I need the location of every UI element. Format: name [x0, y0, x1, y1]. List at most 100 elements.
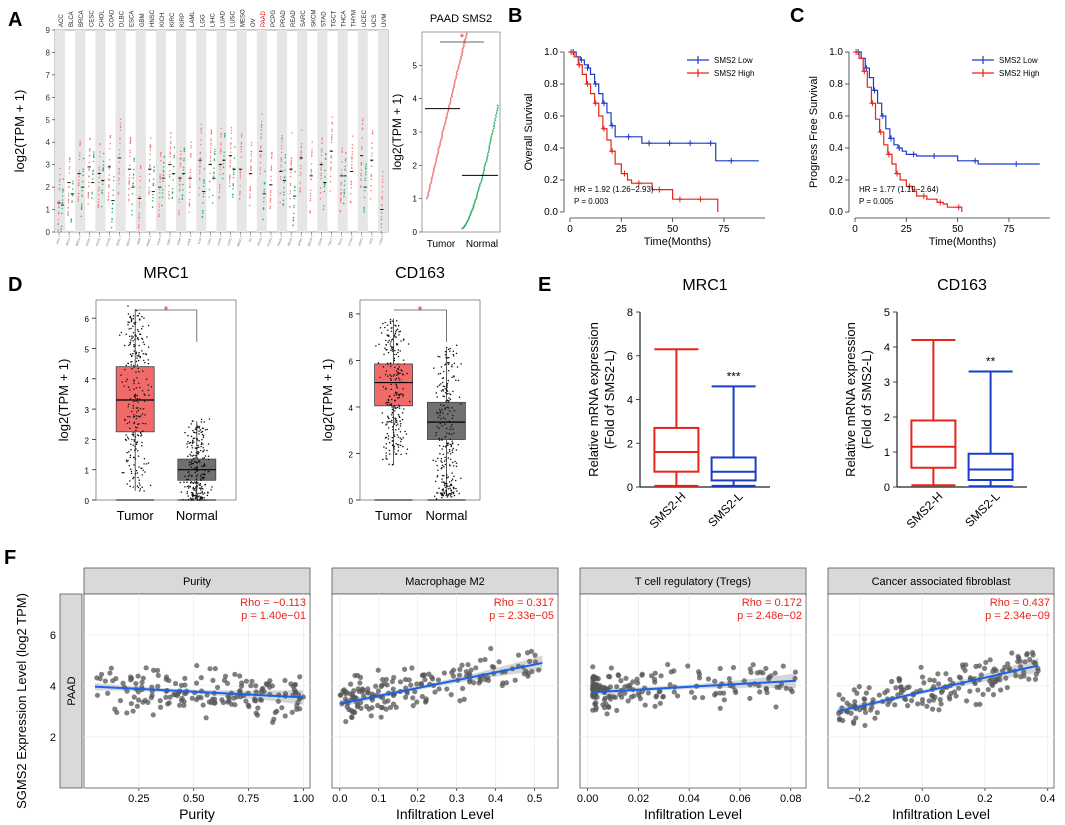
- data-point: [147, 324, 150, 327]
- data-point: [1004, 684, 1010, 691]
- data-point: [194, 471, 197, 474]
- data-point: [438, 408, 441, 411]
- data-point: [435, 431, 437, 434]
- box: [374, 363, 414, 407]
- data-point: [195, 429, 198, 431]
- tumor-point: [220, 142, 222, 144]
- y-tick-label: 5: [85, 345, 90, 354]
- normal-point: [232, 183, 234, 185]
- tumor-point: [311, 148, 313, 151]
- censor-mark: [910, 151, 917, 158]
- normal-point: [152, 196, 154, 199]
- censor-mark: [885, 151, 892, 158]
- tumor-point: [281, 141, 283, 143]
- normal-point: [81, 180, 84, 183]
- tumor-point: [340, 173, 343, 175]
- data-point: [198, 425, 201, 428]
- normal-point: [480, 179, 483, 182]
- data-point: [449, 450, 451, 453]
- rho-value: Rho = −0.113: [240, 597, 306, 609]
- data-point: [438, 444, 441, 447]
- data-point: [401, 418, 404, 421]
- data-point: [387, 704, 394, 711]
- normal-point: [111, 211, 113, 214]
- data-point: [186, 478, 188, 481]
- normal-point: [322, 208, 325, 211]
- y-tick-label: 4: [50, 681, 56, 693]
- data-point: [618, 678, 624, 684]
- data-point: [196, 470, 198, 472]
- tumor-point: [220, 147, 222, 150]
- tumor-point: [119, 118, 122, 121]
- data-point: [124, 688, 130, 694]
- data-point: [946, 694, 952, 700]
- normal-point: [345, 152, 347, 154]
- data-point: [207, 455, 210, 457]
- tumor-point: [58, 180, 61, 182]
- y-axis-label: log2(TPM + 1): [320, 359, 335, 442]
- data-point: [444, 418, 446, 420]
- tumor-point: [159, 155, 162, 157]
- data-point: [387, 427, 390, 429]
- data-point: [135, 351, 138, 354]
- data-point: [452, 491, 455, 494]
- data-point: [657, 700, 663, 706]
- normal-point: [477, 188, 480, 190]
- data-point: [201, 473, 203, 476]
- data-point: [622, 690, 628, 696]
- censor-mark: [863, 65, 870, 71]
- data-point: [396, 328, 399, 331]
- tumor-point: [149, 166, 151, 168]
- data-point: [201, 433, 204, 436]
- tumor-point: [58, 199, 60, 202]
- normal-point: [202, 195, 205, 198]
- data-point: [389, 343, 391, 345]
- panel-letter-b: B: [508, 5, 522, 27]
- data-point: [194, 428, 197, 430]
- normal-point: [488, 144, 491, 147]
- tumor-point: [371, 152, 373, 154]
- tumor-point: [361, 127, 364, 129]
- data-point: [195, 492, 197, 494]
- data-point: [445, 445, 447, 447]
- data-point: [617, 691, 623, 697]
- data-point: [142, 325, 144, 328]
- normal-point: [282, 199, 285, 201]
- data-point: [451, 407, 453, 409]
- data-point: [1017, 664, 1024, 670]
- tumor-point: [178, 213, 180, 216]
- p-value: p = 2.48e−02: [737, 610, 802, 622]
- cancer-label: ESCA: [130, 11, 136, 27]
- normal-point: [232, 176, 235, 179]
- data-point: [455, 379, 457, 381]
- data-point: [445, 491, 448, 494]
- data-point: [397, 679, 404, 685]
- data-point: [441, 481, 443, 483]
- tumor-point: [77, 198, 79, 200]
- censor-mark: [894, 170, 901, 177]
- tumor-point: [239, 190, 241, 193]
- data-point: [126, 422, 129, 425]
- data-point: [143, 317, 145, 319]
- data-point: [394, 366, 396, 368]
- normal-point: [183, 157, 185, 160]
- data-point: [141, 441, 143, 444]
- tumor-point: [149, 147, 152, 149]
- data-point: [639, 671, 645, 677]
- tumor-point: [371, 147, 373, 149]
- data-point: [696, 675, 703, 681]
- data-point: [382, 381, 384, 384]
- y-tick-label: 6: [85, 315, 90, 324]
- data-point: [393, 451, 395, 453]
- data-point: [202, 457, 204, 459]
- data-point: [131, 367, 133, 370]
- data-point: [200, 421, 203, 423]
- x-tick-label: 0.4: [488, 793, 503, 805]
- data-point: [132, 433, 135, 436]
- data-point: [396, 397, 399, 399]
- data-point: [445, 356, 447, 359]
- data-point: [363, 703, 370, 709]
- data-point: [1032, 676, 1039, 682]
